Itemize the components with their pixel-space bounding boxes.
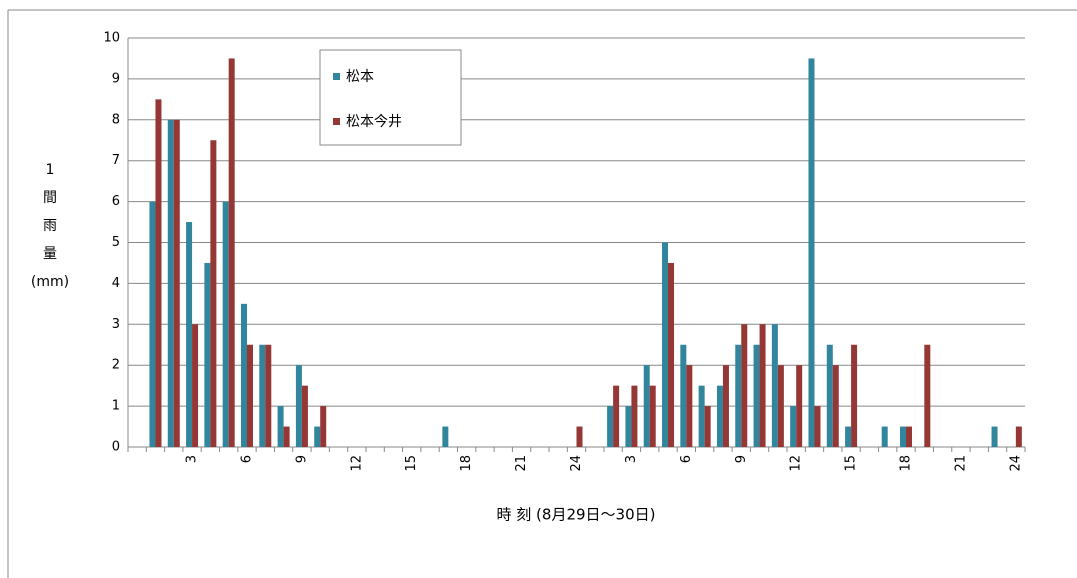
bar	[442, 426, 449, 447]
x-tick-label: 12	[349, 455, 364, 472]
bar	[753, 344, 760, 447]
bar	[900, 426, 907, 447]
y-tick-label: 5	[112, 235, 120, 250]
x-tick-label: 12	[789, 455, 804, 472]
bar	[643, 365, 650, 447]
bar	[698, 385, 705, 447]
legend-box	[319, 49, 462, 146]
bar	[668, 262, 675, 447]
x-tick-label: 6	[679, 455, 694, 463]
bar	[991, 426, 998, 447]
bar	[301, 385, 308, 447]
bar	[716, 385, 723, 447]
bar	[851, 344, 858, 447]
x-tick-label: 24	[1008, 455, 1023, 472]
bar	[704, 406, 711, 447]
x-tick-label: 6	[239, 455, 254, 463]
y-tick-label: 1	[112, 399, 120, 414]
bar	[320, 406, 327, 447]
bar	[607, 406, 614, 447]
bar	[686, 365, 693, 447]
bar	[814, 406, 821, 447]
x-tick-label: 24	[569, 455, 584, 472]
bar	[649, 385, 656, 447]
bar	[906, 426, 913, 447]
y-tick-label: 4	[112, 276, 120, 291]
bar	[722, 365, 729, 447]
bar	[283, 426, 290, 447]
x-axis-label: 時 刻 (8月29日～30日)	[497, 506, 656, 524]
x-tick-label: 3	[624, 455, 639, 463]
x-tick-label: 18	[899, 455, 914, 472]
y-tick-label: 8	[112, 112, 120, 127]
x-tick-label: 3	[185, 455, 200, 463]
bar	[613, 385, 620, 447]
bar	[210, 140, 217, 447]
bar	[192, 324, 199, 447]
bar	[662, 242, 669, 447]
bar	[790, 406, 797, 447]
bar	[314, 426, 321, 447]
bar	[796, 365, 803, 447]
y-axis-label: (mm)	[31, 274, 69, 290]
bar	[808, 58, 815, 447]
bar	[167, 119, 174, 448]
bar	[186, 222, 193, 447]
bar	[265, 344, 272, 447]
bar	[173, 119, 180, 448]
bar	[204, 262, 211, 447]
bar	[155, 99, 162, 447]
x-tick-label: 9	[294, 455, 309, 463]
bar	[149, 201, 156, 447]
bar	[759, 324, 766, 447]
bar	[631, 385, 638, 447]
bar	[845, 426, 852, 447]
bar	[771, 324, 778, 447]
legend-swatch	[333, 73, 340, 80]
x-tick-label: 15	[404, 455, 419, 472]
y-axis-label: 量	[43, 246, 57, 262]
bar	[277, 406, 284, 447]
bar	[625, 406, 632, 447]
legend-label: 松本	[346, 69, 374, 85]
y-tick-label: 7	[112, 153, 120, 168]
bar	[295, 365, 302, 447]
bar	[222, 201, 229, 447]
y-axis-label: 1	[46, 162, 55, 178]
legend-label: 松本今井	[346, 114, 402, 130]
y-tick-label: 2	[112, 358, 120, 373]
y-tick-label: 10	[103, 31, 120, 46]
bar	[246, 344, 253, 447]
x-tick-label: 9	[734, 455, 749, 463]
bar	[259, 344, 266, 447]
x-tick-label: 21	[953, 455, 968, 472]
y-axis-label: 雨	[43, 218, 57, 234]
bar	[240, 303, 247, 447]
y-tick-label: 6	[112, 194, 120, 209]
x-tick-label: 15	[844, 455, 859, 472]
bar	[826, 344, 833, 447]
bar	[680, 344, 687, 447]
bar	[576, 426, 583, 447]
bar	[924, 344, 931, 447]
x-tick-label: 18	[459, 455, 474, 472]
legend-swatch	[333, 118, 340, 125]
bar	[1015, 426, 1022, 447]
bar	[832, 365, 839, 447]
bar	[741, 324, 748, 447]
y-tick-label: 0	[112, 440, 120, 455]
bar	[777, 365, 784, 447]
bar	[881, 426, 888, 447]
x-tick-label: 21	[514, 455, 529, 472]
bar	[228, 58, 235, 447]
y-axis-label: 間	[43, 190, 57, 206]
y-tick-label: 3	[112, 317, 120, 332]
y-tick-label: 9	[112, 71, 120, 86]
bar	[735, 344, 742, 447]
